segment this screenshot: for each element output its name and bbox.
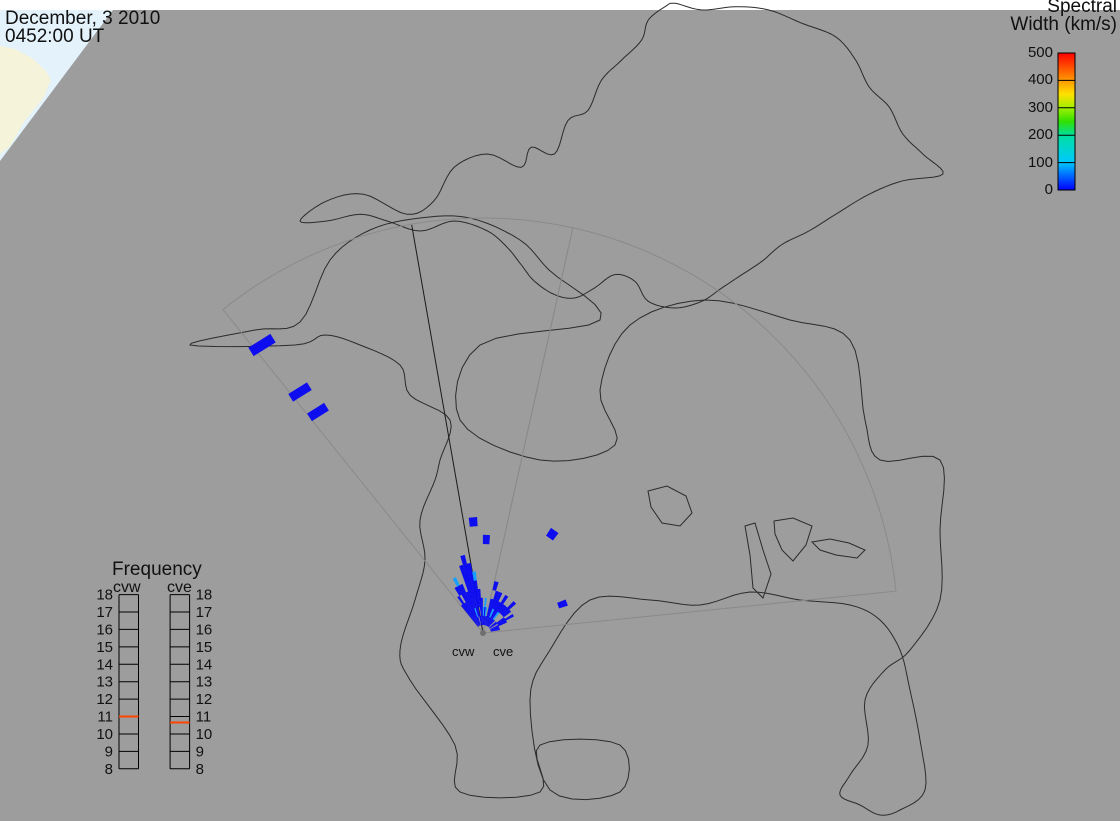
svg-text:100: 100 [1028,154,1053,171]
svg-text:cvw: cvw [113,579,141,596]
svg-text:0: 0 [1045,181,1053,198]
svg-text:18: 18 [196,587,213,604]
svg-text:cvw: cvw [452,644,475,659]
svg-text:300: 300 [1028,99,1053,116]
svg-text:13: 13 [96,674,113,691]
svg-text:15: 15 [96,639,113,656]
svg-text:16: 16 [196,621,213,638]
svg-text:11: 11 [97,709,113,726]
svg-text:200: 200 [1028,126,1053,143]
svg-text:0452:00 UT: 0452:00 UT [5,26,105,47]
svg-text:Frequency: Frequency [112,559,202,580]
svg-text:500: 500 [1028,44,1053,61]
svg-text:13: 13 [196,674,213,691]
svg-text:cve: cve [167,579,192,596]
svg-text:18: 18 [96,587,113,604]
svg-text:cve: cve [493,644,513,659]
svg-text:8: 8 [105,761,113,778]
svg-text:17: 17 [196,604,213,621]
svg-text:Width (km/s): Width (km/s) [1010,14,1117,35]
svg-text:15: 15 [196,639,213,656]
svg-text:17: 17 [96,604,113,621]
svg-text:8: 8 [196,761,204,778]
svg-text:11: 11 [196,709,212,726]
svg-text:16: 16 [96,621,113,638]
svg-text:9: 9 [105,743,113,760]
svg-text:14: 14 [196,656,213,673]
svg-text:14: 14 [96,656,113,673]
svg-text:10: 10 [96,726,113,743]
svg-text:10: 10 [196,726,213,743]
svg-text:12: 12 [96,691,113,708]
svg-text:12: 12 [196,691,213,708]
svg-text:9: 9 [196,743,204,760]
svg-text:400: 400 [1028,71,1053,88]
